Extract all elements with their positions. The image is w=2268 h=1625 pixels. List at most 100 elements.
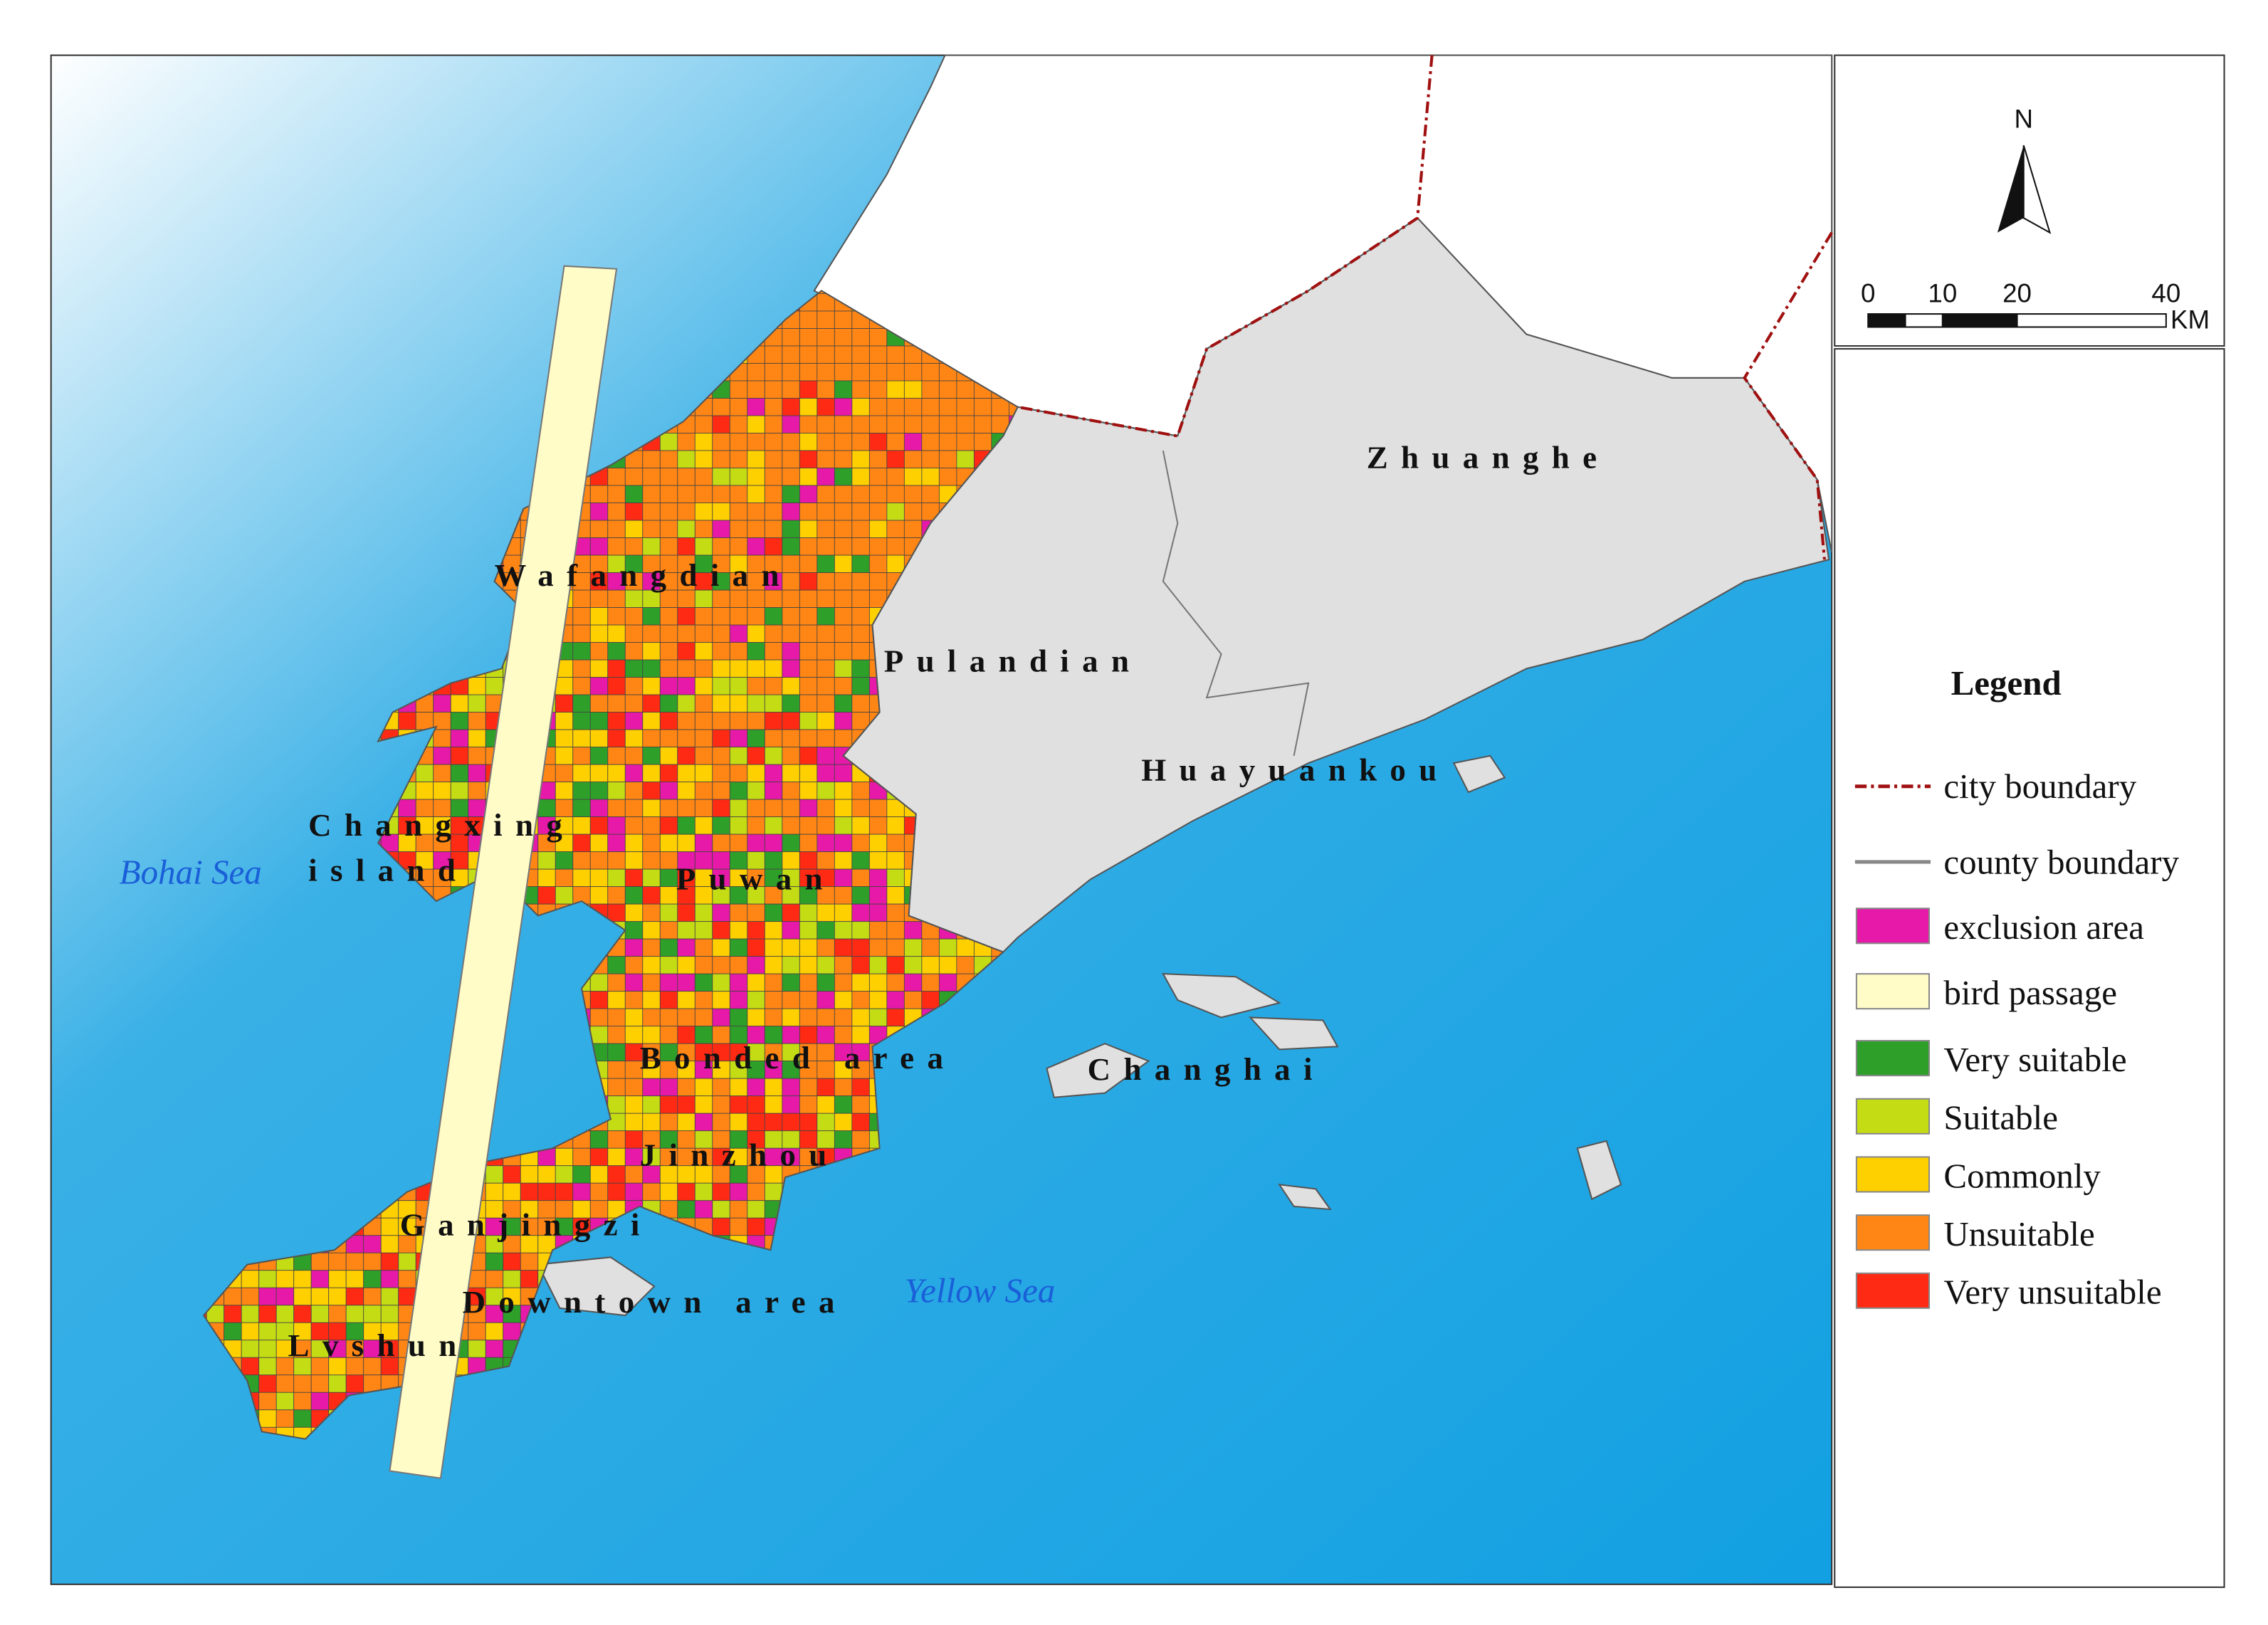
grid-cell (624, 572, 644, 591)
grid-cell (677, 1043, 695, 1062)
grid-cell (642, 782, 661, 800)
grid-cell (659, 694, 678, 713)
grid-cell (503, 1182, 521, 1201)
grid-cell (433, 851, 451, 870)
grid-cell (607, 1182, 626, 1201)
grid-cell (572, 886, 591, 905)
grid-cell (712, 1078, 730, 1097)
grid-cell (886, 816, 905, 835)
grid-cell (817, 345, 835, 364)
grid-cell (764, 868, 783, 888)
grid-cell (589, 694, 609, 713)
grid-cell (729, 782, 748, 800)
grid-cell (817, 380, 835, 399)
grid-cell (817, 468, 835, 486)
grid-cell (799, 747, 818, 765)
grid-cell (799, 782, 818, 800)
grid-cell (817, 363, 835, 382)
grid-cell (903, 956, 923, 974)
grid-cell (764, 747, 783, 765)
grid-cell (782, 554, 800, 573)
grid-cell (747, 1008, 765, 1027)
grid-cell (782, 1113, 800, 1132)
grid-cell (764, 694, 783, 713)
grid-cell (712, 973, 730, 992)
grid-cell (938, 938, 957, 957)
grid-cell (659, 659, 678, 678)
grid-cell (729, 537, 748, 556)
grid-cell (782, 363, 800, 382)
grid-cell (642, 503, 661, 521)
grid-cell (729, 659, 748, 678)
city-boundary (1017, 55, 1434, 438)
grid-cell (747, 537, 765, 556)
grid-cell (224, 1322, 242, 1341)
grid-cell (433, 782, 451, 800)
grid-cell (677, 973, 695, 992)
grid-cell (468, 677, 486, 695)
grid-cell (642, 537, 661, 556)
grid-cell (589, 712, 609, 730)
grid-cell (607, 956, 626, 974)
grid-cell (433, 868, 451, 888)
grid-cell (572, 833, 591, 853)
grid-cell (450, 747, 469, 765)
grid-cell (642, 1113, 661, 1132)
grid-cell (328, 1270, 347, 1288)
grid-cell (851, 868, 870, 888)
grid-cell (729, 764, 748, 783)
grid-cell (817, 973, 835, 992)
grid-cell (956, 398, 975, 416)
grid-cell (782, 572, 800, 591)
grid-cell (729, 1217, 748, 1236)
grid-cell (851, 677, 870, 695)
grid-cell (624, 816, 644, 835)
grid-cell (817, 747, 835, 765)
grid-cell (624, 1113, 644, 1132)
grid-cell (485, 1182, 504, 1201)
grid-cell (764, 1130, 783, 1149)
grid-cell (782, 694, 800, 713)
grid-cell (572, 799, 591, 818)
grid-cell (851, 503, 870, 521)
grid-cell (886, 468, 905, 486)
grid-cell (851, 1008, 870, 1027)
grid-cell (747, 503, 765, 521)
grid-cell (747, 799, 765, 818)
grid-cell (747, 677, 765, 695)
grid-cell (380, 1340, 399, 1358)
place: Lvshun (288, 1327, 470, 1363)
grid-cell (886, 380, 905, 399)
grid-cell (433, 694, 451, 713)
grid-cell (764, 433, 783, 451)
grid-cell (799, 799, 818, 818)
grid-cell (642, 1026, 661, 1044)
grid-cell (659, 712, 678, 730)
county-line (1162, 450, 1310, 757)
grid-cell (782, 485, 800, 503)
grid-cell (572, 1182, 591, 1201)
grid-cell (956, 956, 975, 974)
grid-cell (817, 520, 835, 538)
grid-cell (415, 816, 434, 835)
grid-cell (589, 799, 609, 818)
grid-cell (275, 1374, 295, 1393)
grid-cell (729, 868, 748, 888)
grid-cell (851, 816, 870, 835)
grid-cell (642, 833, 661, 853)
grid-cell (694, 938, 713, 957)
grid-cell (555, 712, 574, 730)
grid-cell (398, 1252, 416, 1271)
scale-segment (1904, 313, 1943, 328)
grid-cell (694, 868, 713, 888)
grid-cell (624, 468, 644, 486)
grid-cell (799, 554, 818, 573)
grid-cell (956, 938, 975, 957)
grid-cell (729, 380, 748, 399)
grid-cell (764, 816, 783, 835)
grid-cell (363, 1357, 382, 1376)
grid-cell (747, 956, 765, 974)
grid-cell (503, 1165, 521, 1184)
grid-cell (834, 782, 853, 800)
grid-cell (572, 659, 591, 678)
